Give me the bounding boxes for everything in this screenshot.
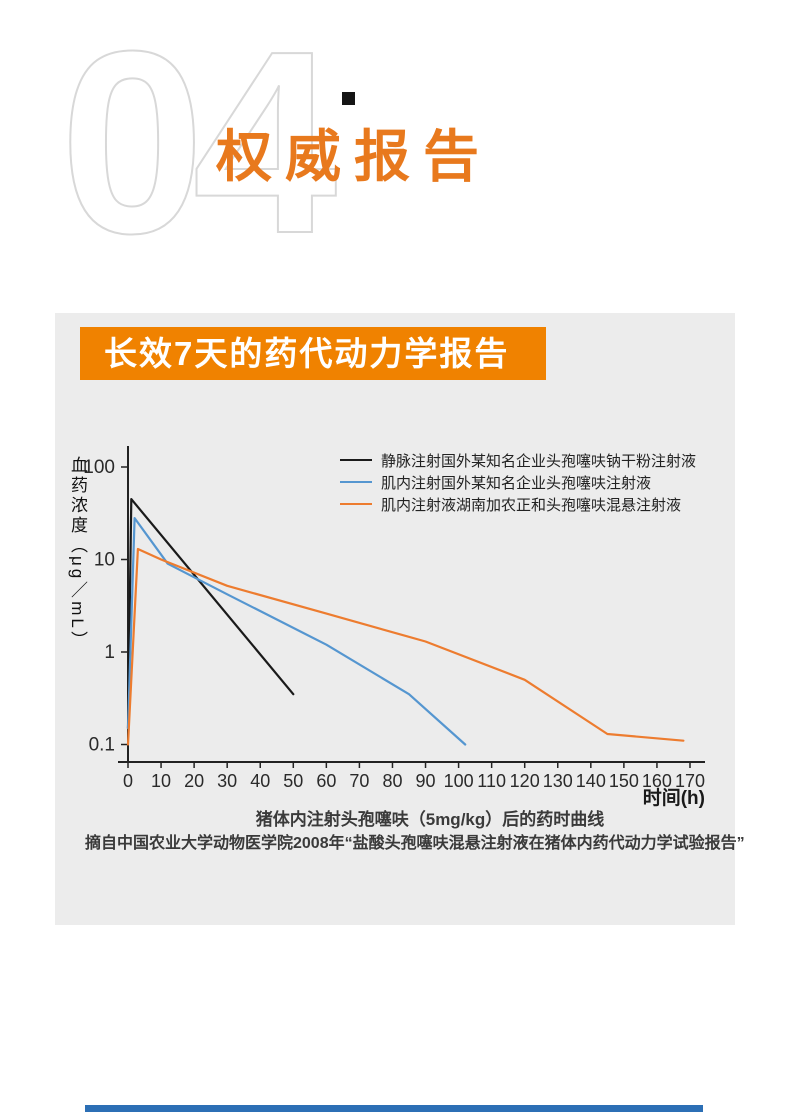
x-tick-label: 170 [675, 771, 705, 791]
section-title: 权威报告 [216, 125, 492, 188]
footer-accent-bar [85, 1105, 703, 1112]
x-tick-label: 30 [217, 771, 237, 791]
x-tick-label: 70 [349, 771, 369, 791]
title-accent-square [342, 92, 355, 105]
legend-line-swatch [340, 459, 372, 461]
line-chart: 0 10 20 30 40 50 60 70 80 90 100 110 120 130 140 150 160… [83, 446, 705, 809]
y-tick-label: 1 [104, 642, 115, 663]
chart-legend: 静脉注射国外某知名企业头孢噻呋钠干粉注射液 肌内注射国外某知名企业头孢噻呋注射液肌… [340, 449, 696, 515]
section-number-text: 04 [60, 36, 339, 248]
x-tick-label: 90 [416, 771, 436, 791]
x-tick-label: 160 [642, 771, 672, 791]
chart-source: 摘自中国农业大学动物医学院2008年“盐酸头孢噻呋混悬注射液在猪体内药代动力学试… [85, 835, 745, 852]
report-banner: 长效7天的药代动力学报告 [80, 327, 546, 380]
y-tick-label: 0.1 [89, 735, 115, 756]
y-tick-label: 100 [83, 457, 115, 478]
series-line-1 [126, 516, 467, 746]
x-tick-label: 0 [123, 771, 133, 791]
x-tick-label: 60 [316, 771, 336, 791]
series-line-0 [126, 497, 295, 730]
legend-item: 肌内注射国外某知名企业头孢噻呋注射液 [340, 471, 696, 493]
series-line-2 [126, 547, 685, 746]
report-banner-title: 长效7天的药代动力学报告 [104, 335, 510, 372]
legend-item: 静脉注射国外某知名企业头孢噻呋钠干粉注射液 [340, 449, 696, 471]
x-tick-label: 40 [250, 771, 270, 791]
x-tick-label: 150 [609, 771, 639, 791]
x-axis-label: 时间(h) [643, 787, 705, 809]
y-axis-label: 血药浓度（μg／mL） [68, 456, 87, 651]
x-tick-label: 130 [543, 771, 573, 791]
legend-label: 静脉注射国外某知名企业头孢噻呋钠干粉注射液 [381, 452, 697, 470]
legend-item: 肌内注射液湖南加农正和头孢噻呋混悬注射液 [340, 493, 696, 515]
legend-label: 肌内注射液湖南加农正和头孢噻呋混悬注射液 [381, 496, 682, 514]
x-tick-label: 10 [151, 771, 171, 791]
x-tick-label: 50 [283, 771, 303, 791]
x-tick-label: 110 [477, 771, 506, 791]
chart-caption: 猪体内注射头孢噻呋（5mg/kg）后的药时曲线 [255, 810, 605, 829]
report-panel: 长效7天的药代动力学报告 静脉注射国外某知名企业头孢噻呋钠干粉注射液 肌内注射国外… [55, 313, 745, 925]
x-tick-label: 140 [576, 771, 606, 791]
legend-line-swatch [340, 503, 372, 505]
x-tick-label: 20 [184, 771, 204, 791]
legend-line-swatch [340, 481, 372, 483]
x-tick-label: 100 [444, 771, 474, 791]
x-tick-label: 80 [382, 771, 402, 791]
x-tick-label: 120 [510, 771, 540, 791]
y-tick-label: 10 [94, 550, 115, 571]
legend-label: 肌内注射国外某知名企业头孢噻呋注射液 [381, 474, 652, 492]
decorative-section-number: 04 [59, 36, 352, 248]
